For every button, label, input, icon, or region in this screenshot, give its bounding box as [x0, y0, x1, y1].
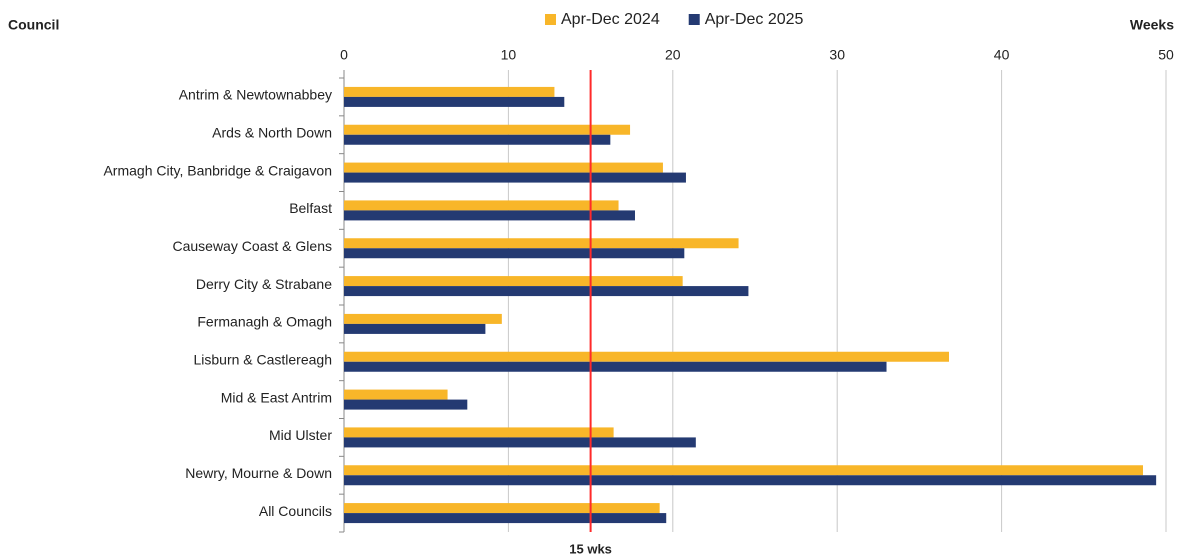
y-tick-label: Armagh City, Banbridge & Craigavon: [103, 162, 332, 178]
bar: [344, 276, 683, 287]
y-tick-label: All Councils: [259, 503, 332, 519]
bar: [344, 361, 887, 372]
bar: [344, 286, 749, 297]
bar: [344, 389, 448, 400]
bar: [344, 172, 686, 183]
y-tick-label: Mid & East Antrim: [221, 389, 332, 405]
bar: [344, 513, 667, 524]
legend-swatch: [688, 14, 700, 25]
y-tick-label: Newry, Mourne & Down: [185, 465, 332, 481]
bar: [344, 465, 1143, 476]
bar: [344, 427, 614, 438]
bar: [344, 323, 486, 334]
y-tick-label: Belfast: [289, 200, 332, 216]
bar: [344, 351, 949, 362]
bar: [344, 96, 565, 107]
bar: [344, 503, 660, 514]
bar: [344, 437, 696, 448]
reference-label: 15 wks: [569, 541, 612, 556]
bar: [344, 124, 631, 135]
y-tick-label: Antrim & Newtownabbey: [179, 87, 332, 103]
x-tick-label: 10: [501, 47, 517, 63]
bar: [344, 86, 555, 97]
legend-label: Apr-Dec 2025: [705, 11, 804, 28]
bar: [344, 399, 468, 410]
x-axis-label: Weeks: [1130, 17, 1174, 33]
bar: [344, 475, 1157, 486]
bar: [344, 210, 635, 221]
bar: [344, 248, 685, 259]
legend-swatch: [545, 14, 556, 25]
y-tick-label: Derry City & Strabane: [196, 276, 332, 292]
y-axis-label: Council: [8, 17, 59, 33]
bar: [344, 313, 502, 324]
x-tick-label: 30: [829, 47, 845, 63]
x-tick-label: 50: [1158, 47, 1174, 63]
bar: [344, 162, 663, 173]
y-tick-label: Causeway Coast & Glens: [172, 238, 332, 254]
x-tick-label: 20: [665, 47, 681, 63]
legend-label: Apr-Dec 2024: [561, 11, 660, 28]
bar: [344, 238, 739, 249]
x-tick-label: 0: [340, 47, 348, 63]
y-tick-label: Ards & North Down: [212, 124, 332, 140]
bar: [344, 200, 619, 211]
bar: [344, 134, 611, 145]
y-tick-label: Lisburn & Castlereagh: [193, 351, 332, 367]
y-tick-label: Mid Ulster: [269, 427, 332, 443]
x-tick-label: 40: [994, 47, 1010, 63]
y-tick-label: Fermanagh & Omagh: [197, 314, 332, 330]
